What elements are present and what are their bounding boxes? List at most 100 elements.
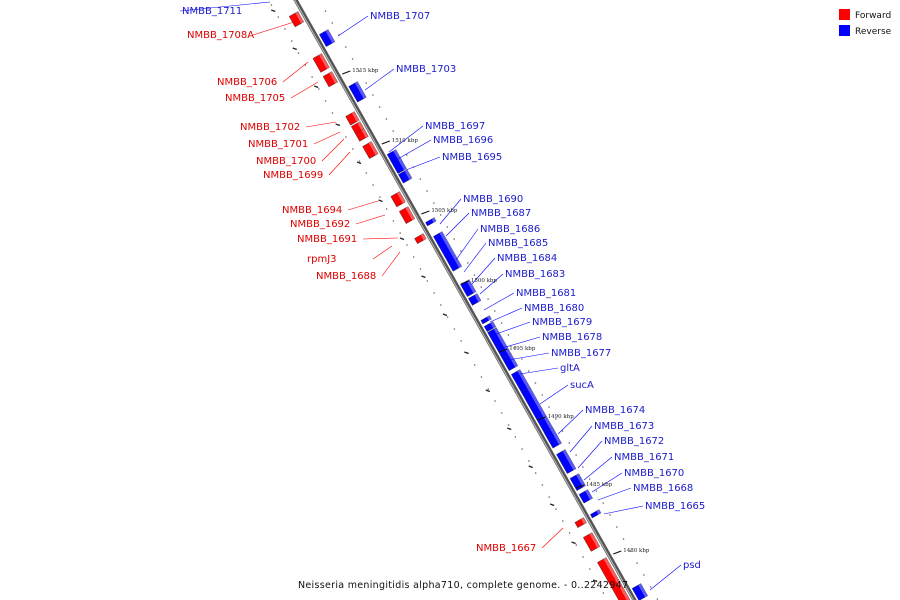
reverse-gene-block-17-body <box>578 489 593 504</box>
reverse-gene-block-9-shine <box>490 321 496 329</box>
forward-leader-10 <box>372 245 393 260</box>
reverse-leader-10 <box>471 257 496 285</box>
reverse-gene-block-3 <box>398 169 413 184</box>
forward-leader-12 <box>541 527 564 549</box>
ruler-dot <box>507 424 510 426</box>
forward-gene-block-0-body <box>288 11 305 28</box>
gene-blocks <box>288 11 648 600</box>
ruler-dash <box>549 503 555 507</box>
ruler-dot <box>548 406 550 408</box>
ruler-dash <box>399 237 405 241</box>
forward-gene-block-6-body <box>362 141 379 159</box>
reverse-leader-2 <box>364 68 395 91</box>
ruler-dash <box>271 9 276 13</box>
reverse-gene-block-2-shine <box>393 149 407 171</box>
reverse-gene-label: NMBB_1672 <box>604 436 664 447</box>
scale-tick-label: 1490 kbp <box>548 414 575 420</box>
ruler-dot <box>494 310 496 312</box>
ruler-dot <box>514 346 516 348</box>
forward-gene-label: NMBB_1688 <box>316 271 376 282</box>
ruler-dot <box>453 328 456 330</box>
scale-tick-mark <box>499 348 508 353</box>
ruler-dot <box>358 160 361 162</box>
ruler-dot <box>500 412 503 414</box>
reverse-leader-11 <box>479 273 504 295</box>
reverse-gene-label: NMBB_1670 <box>624 468 684 479</box>
forward-gene-block-5-body <box>354 128 369 142</box>
ruler-dot <box>405 154 408 156</box>
reverse-gene-block-3-shine <box>404 169 413 180</box>
reverse-gene-label: NMBB_1690 <box>463 194 523 205</box>
ruler-dot <box>643 574 645 576</box>
ruler-dot <box>521 448 523 450</box>
reverse-gene-block-8-body <box>480 315 492 325</box>
ruler-dash <box>378 199 383 203</box>
ruler-dot <box>446 316 449 318</box>
ruler-dot <box>534 382 537 384</box>
forward-gene-label: NMBB_1706 <box>217 77 277 88</box>
forward-leader-7 <box>347 200 379 211</box>
ruler-dot <box>385 118 388 120</box>
reverse-gene-label: NMBB_1665 <box>645 501 705 512</box>
forward-gene-label: NMBB_1691 <box>297 234 357 245</box>
ruler-dot <box>440 304 442 306</box>
reverse-gene-label: NMBB_1679 <box>532 317 592 328</box>
forward-gene-block-10-shine <box>580 517 587 525</box>
forward-leader-0 <box>252 21 295 36</box>
reverse-gene-block-7-body <box>468 293 482 306</box>
forward-gene-block-7 <box>390 191 406 208</box>
reverse-gene-label: NMBB_1677 <box>551 348 611 359</box>
ruler-dot <box>392 220 395 222</box>
reverse-gene-label: NMBB_1674 <box>585 405 645 416</box>
reverse-leader-0 <box>179 1 271 12</box>
reverse-leader-24 <box>597 487 632 501</box>
reverse-gene-label: NMBB_1695 <box>442 152 502 163</box>
ruler-dot <box>494 400 496 402</box>
ruler-dash <box>356 161 362 165</box>
scale-ticks: 1515 kbp 1510 kbp 1505 kbp 1500 kbp 1495 kbp… <box>342 68 650 555</box>
reverse-gene-label: NMBB_1703 <box>396 64 456 75</box>
ruler-dash <box>442 313 448 317</box>
ruler-dot <box>473 364 476 366</box>
forward-gene-block-5-shine <box>361 128 369 138</box>
ruler-dot <box>324 100 327 102</box>
ruler-dot <box>528 460 530 462</box>
ruler-dash <box>592 579 598 583</box>
reverse-gene-block-7 <box>468 293 482 306</box>
ruler-dot <box>595 490 598 492</box>
ruler-dot <box>372 94 374 96</box>
legend-forward-swatch <box>839 9 850 20</box>
backbone-highlight <box>294 0 634 600</box>
forward-gene-label: NMBB_1705 <box>225 93 285 104</box>
ruler-dot <box>426 280 429 282</box>
ruler-dot <box>270 4 273 6</box>
ruler-dash <box>335 123 340 127</box>
reverse-leader-6 <box>439 198 462 225</box>
legend-reverse-swatch <box>839 25 850 36</box>
ruler-dot <box>419 268 422 270</box>
ruler-dot <box>602 502 605 504</box>
forward-gene-label: rpmJ3 <box>307 254 337 265</box>
reverse-gene-block-1-shine <box>354 81 367 99</box>
ruler-dot <box>561 520 564 522</box>
ruler-dot <box>514 436 517 438</box>
reverse-leader-3 <box>388 125 424 153</box>
ruler-dot <box>466 262 469 264</box>
ruler-dot <box>453 238 455 240</box>
reverse-gene-label: NMBB_1696 <box>433 135 493 146</box>
forward-gene-block-7-body <box>390 191 406 208</box>
reverse-gene-block-14 <box>543 427 562 449</box>
ruler-dot <box>318 88 320 90</box>
ruler-dot <box>311 76 313 78</box>
forward-gene-label: NMBB_1701 <box>248 139 308 150</box>
ruler-dot <box>561 430 564 432</box>
ruler-dot <box>284 28 286 30</box>
ruler-dot <box>649 586 652 588</box>
forward-gene-block-9 <box>414 233 427 244</box>
ruler-dot <box>331 22 334 24</box>
ruler-dot <box>527 370 530 372</box>
ruler-dash <box>313 85 319 89</box>
reverse-leader-15 <box>501 336 541 349</box>
reverse-gene-block-6 <box>460 279 477 297</box>
ruler-dot <box>500 322 503 324</box>
